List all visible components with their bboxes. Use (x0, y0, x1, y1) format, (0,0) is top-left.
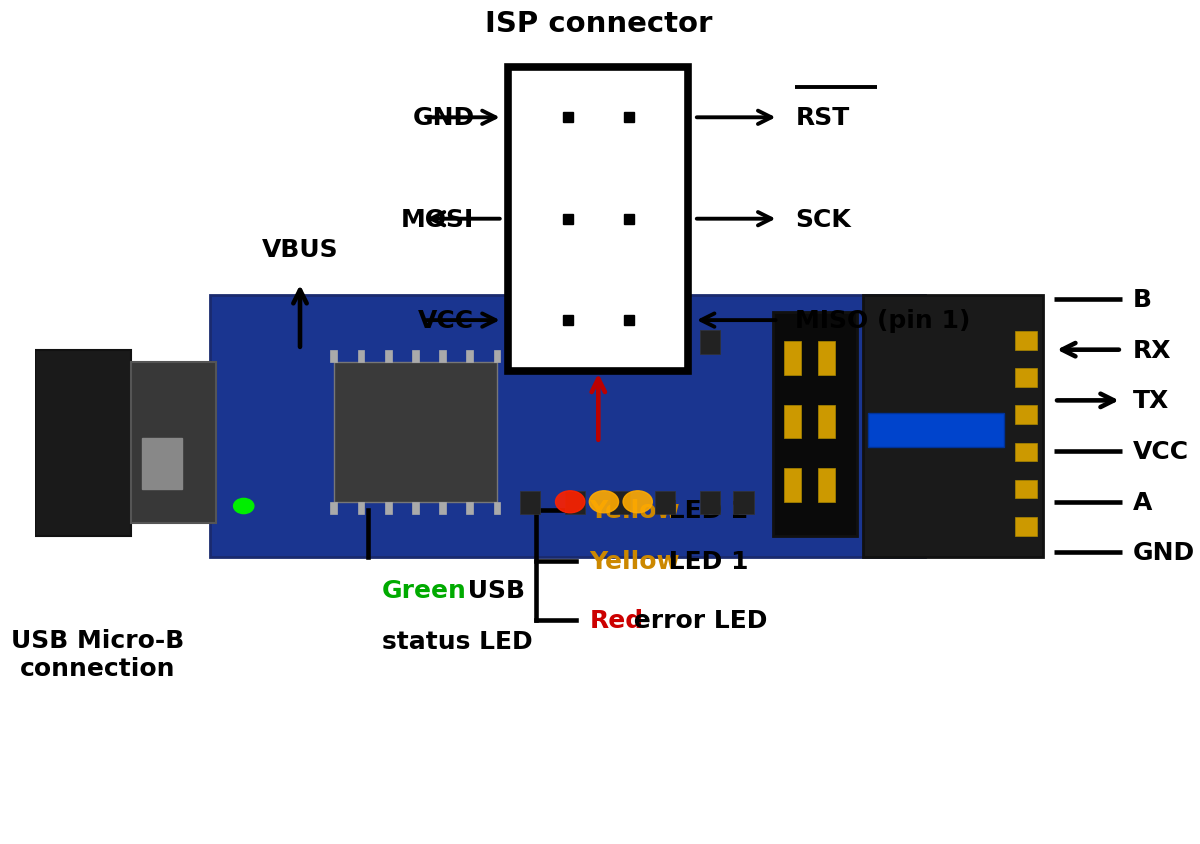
Bar (784, 405, 800, 439)
Bar (654, 331, 674, 354)
Text: LED 1: LED 1 (660, 549, 749, 573)
Bar (493, 350, 500, 363)
Bar (385, 502, 391, 515)
Bar (467, 350, 473, 363)
Text: VCC: VCC (1133, 440, 1189, 463)
Bar (1015, 517, 1037, 536)
Text: MOSI: MOSI (401, 208, 474, 231)
Text: error LED: error LED (625, 609, 767, 632)
Bar (863, 295, 1043, 557)
Bar (520, 331, 540, 354)
Text: TX: TX (1133, 389, 1169, 413)
Text: USB: USB (458, 578, 524, 602)
Bar (509, 68, 689, 371)
Text: RX: RX (1133, 338, 1171, 362)
Bar (1015, 406, 1037, 425)
Bar (358, 350, 365, 363)
Bar (733, 491, 754, 515)
Bar (818, 468, 835, 502)
Bar (412, 350, 419, 363)
Bar (439, 350, 446, 363)
Text: USB Micro-B
connection: USB Micro-B connection (11, 628, 184, 680)
Bar (334, 363, 497, 502)
Circle shape (556, 491, 584, 513)
Text: GND: GND (1133, 541, 1195, 565)
Bar (564, 491, 584, 515)
Bar (869, 414, 1003, 447)
Text: RST: RST (796, 106, 850, 130)
Bar (439, 502, 446, 515)
Bar (210, 295, 925, 557)
Text: VCC: VCC (419, 309, 474, 333)
Bar (700, 491, 720, 515)
Bar (564, 331, 584, 354)
Text: Green: Green (382, 578, 467, 602)
Bar (520, 491, 540, 515)
Bar (493, 502, 500, 515)
Bar (36, 350, 131, 536)
Bar (412, 502, 419, 515)
Bar (330, 350, 337, 363)
Text: VBUS: VBUS (262, 238, 338, 262)
Bar (358, 502, 365, 515)
Text: Red: Red (589, 609, 643, 632)
Bar (1015, 369, 1037, 387)
Text: SCK: SCK (796, 208, 851, 231)
Bar (610, 331, 630, 354)
Text: MISO (pin 1): MISO (pin 1) (796, 309, 971, 333)
Text: Yellow: Yellow (589, 499, 680, 522)
Text: B: B (1133, 288, 1152, 311)
Text: ISP connector: ISP connector (485, 10, 712, 38)
Bar (131, 363, 216, 523)
Bar (330, 502, 337, 515)
Circle shape (623, 491, 653, 513)
Text: Yellow: Yellow (589, 549, 680, 573)
Bar (773, 312, 857, 536)
Bar (700, 331, 720, 354)
Bar (784, 468, 800, 502)
Bar (818, 405, 835, 439)
Text: status LED: status LED (382, 629, 533, 652)
Bar (610, 491, 630, 515)
Text: A: A (1133, 490, 1152, 514)
Bar (654, 491, 674, 515)
Bar (1015, 332, 1037, 350)
Bar (784, 342, 800, 376)
Bar (818, 342, 835, 376)
Bar (385, 350, 391, 363)
Bar (143, 439, 182, 490)
Text: GND: GND (413, 106, 474, 130)
Circle shape (234, 499, 254, 514)
Text: LED 2: LED 2 (660, 499, 749, 522)
Circle shape (589, 491, 618, 513)
Bar (1015, 480, 1037, 499)
Bar (467, 502, 473, 515)
Bar (1015, 443, 1037, 462)
